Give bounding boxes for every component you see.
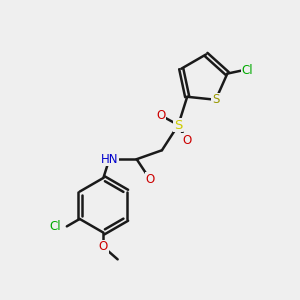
Text: O: O: [156, 109, 166, 122]
Text: O: O: [146, 173, 155, 186]
Text: S: S: [174, 118, 182, 131]
Text: O: O: [99, 240, 108, 254]
Text: S: S: [212, 93, 219, 106]
Text: HN: HN: [100, 153, 118, 166]
Text: Cl: Cl: [242, 64, 253, 77]
Text: Cl: Cl: [50, 220, 62, 233]
Text: O: O: [182, 134, 191, 147]
